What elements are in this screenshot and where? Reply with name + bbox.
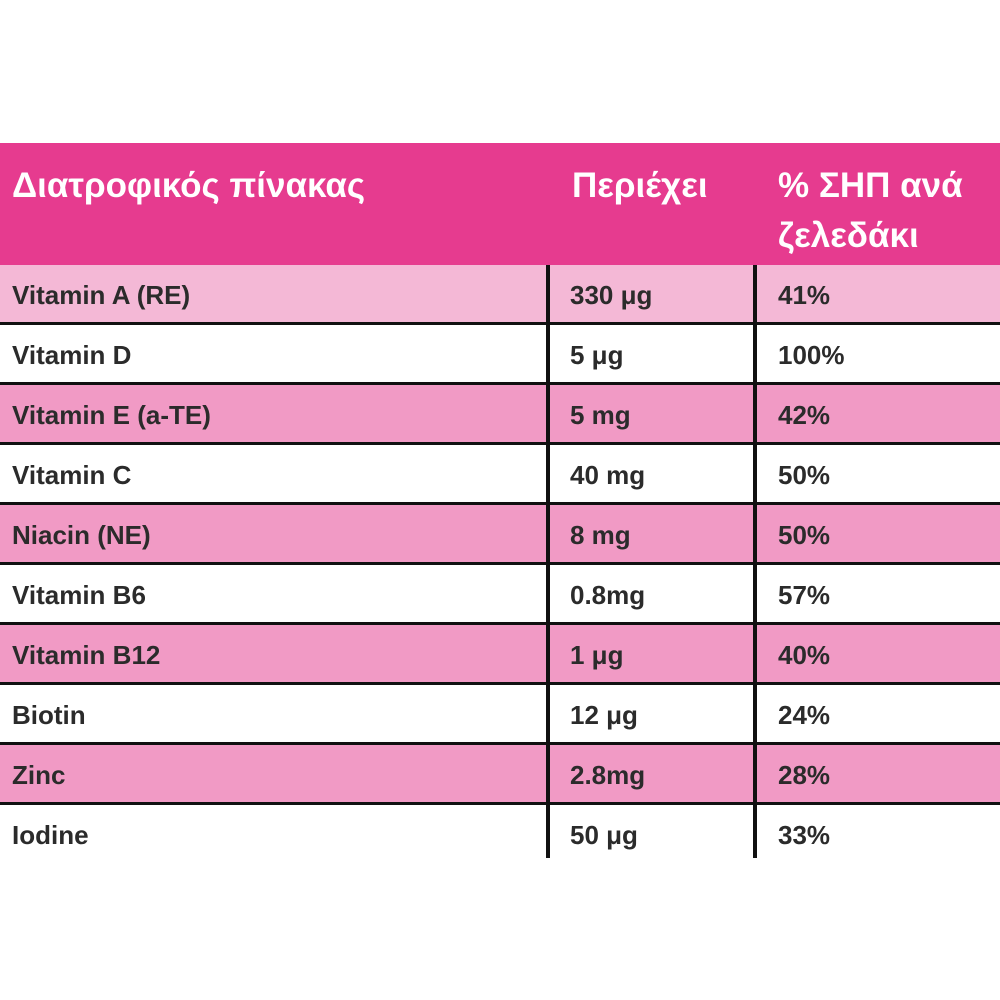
nutrient-amount: 50 μg (570, 820, 638, 850)
table-row: Vitamin C 40 mg 50% (0, 445, 1000, 505)
column-divider (546, 265, 550, 858)
nutrient-amount: 330 μg (570, 280, 653, 310)
nutrient-percent: 40% (778, 640, 831, 670)
nutrient-name: Zinc (12, 760, 66, 790)
nutrient-amount: 1 μg (570, 640, 624, 670)
table-header: Διατροφικός πίνακας Περιέχει % ΣΗΠ ανά ζ… (0, 143, 1000, 265)
table-row: Vitamin E (a-TE) 5 mg 42% (0, 385, 1000, 445)
row-divider (0, 742, 1000, 745)
nutrient-amount: 40 mg (570, 460, 646, 490)
nutrient-amount: 12 μg (570, 700, 638, 730)
nutrient-name: Vitamin E (a-TE) (12, 400, 211, 430)
nutrient-name: Biotin (12, 700, 86, 730)
row-divider (0, 562, 1000, 565)
nutrient-name: Vitamin A (RE) (12, 280, 191, 310)
nutrient-percent: 57% (778, 580, 831, 610)
table-row: Vitamin D 5 μg 100% (0, 325, 1000, 385)
nutrient-percent: 24% (778, 700, 831, 730)
nutrient-name: Vitamin C (12, 460, 132, 490)
nutrient-percent: 33% (778, 820, 831, 850)
nutrient-percent: 28% (778, 760, 831, 790)
column-divider (753, 265, 757, 858)
table-row: Niacin (NE) 8 mg 50% (0, 505, 1000, 565)
nutrient-amount: 5 μg (570, 340, 624, 370)
table-row: Zinc 2.8mg 28% (0, 745, 1000, 805)
table-row: Vitamin B12 1 μg 40% (0, 625, 1000, 685)
row-divider (0, 442, 1000, 445)
header-percent-rda: % ΣΗΠ ανά ζελεδάκι (778, 166, 963, 255)
nutrition-table: Διατροφικός πίνακας Περιέχει % ΣΗΠ ανά ζ… (0, 143, 1000, 865)
header-nutrition-table: Διατροφικός πίνακας (12, 166, 366, 205)
nutrient-percent: 50% (778, 520, 831, 550)
nutrient-percent: 41% (778, 280, 831, 310)
row-divider (0, 502, 1000, 505)
row-divider (0, 682, 1000, 685)
nutrient-name: Vitamin B6 (12, 580, 146, 610)
nutrient-name: Niacin (NE) (12, 520, 151, 550)
row-divider (0, 622, 1000, 625)
nutrient-amount: 0.8mg (570, 580, 646, 610)
nutrient-percent: 100% (778, 340, 845, 370)
table-row: Vitamin B6 0.8mg 57% (0, 565, 1000, 625)
nutrient-name: Iodine (12, 820, 89, 850)
nutrient-percent: 42% (778, 400, 831, 430)
nutrient-amount: 5 mg (570, 400, 631, 430)
row-divider (0, 802, 1000, 805)
table-row: Biotin 12 μg 24% (0, 685, 1000, 745)
row-divider (0, 322, 1000, 325)
row-divider (0, 382, 1000, 385)
nutrient-amount: 2.8mg (570, 760, 646, 790)
nutrient-name: Vitamin B12 (12, 640, 161, 670)
nutrient-amount: 8 mg (570, 520, 631, 550)
nutrient-name: Vitamin D (12, 340, 132, 370)
header-contains: Περιέχει (572, 166, 708, 205)
table-row: Vitamin A (RE) 330 μg 41% (0, 265, 1000, 325)
table-body: Vitamin A (RE) 330 μg 41% Vitamin D 5 μg… (0, 265, 1000, 865)
nutrient-percent: 50% (778, 460, 831, 490)
table-row: Iodine 50 μg 33% (0, 805, 1000, 865)
